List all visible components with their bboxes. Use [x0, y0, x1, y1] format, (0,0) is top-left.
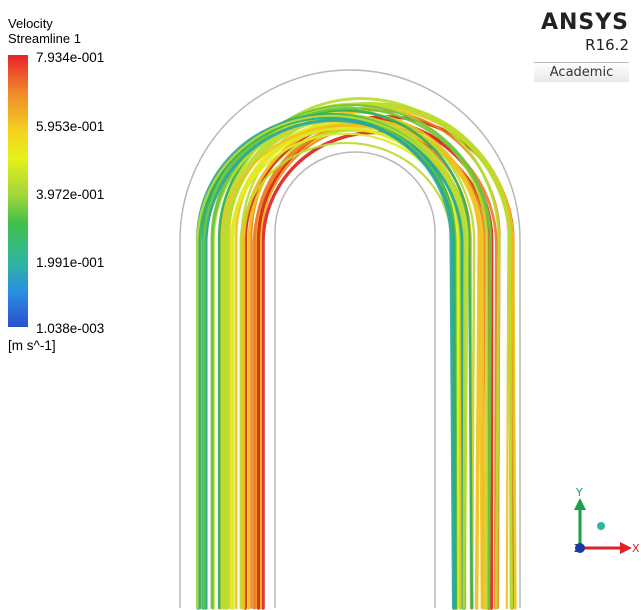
streamlines	[196, 97, 517, 610]
legend-subtitle: Streamline 1	[8, 31, 81, 46]
legend-color-bar	[8, 55, 28, 327]
brand-version: R16.2	[585, 36, 629, 54]
legend-variable: Velocity	[8, 16, 53, 31]
streamline	[217, 109, 473, 610]
ansys-branding: ANSYS R16.2 Academic	[509, 10, 629, 82]
legend-label-max: 7.934e-001	[36, 50, 105, 65]
z-axis-label: Z	[574, 542, 582, 555]
pipe-inner-wall	[274, 151, 436, 608]
streamline	[204, 118, 465, 610]
z-axis-marker	[575, 543, 585, 553]
x-axis-label: X	[632, 542, 640, 555]
legend-label-min: 1.038e-003	[36, 321, 105, 336]
brand-name: ANSYS	[540, 10, 629, 35]
streamline	[210, 104, 492, 610]
triad-dot	[597, 522, 605, 530]
streamline	[239, 141, 455, 610]
streamline	[211, 107, 492, 610]
license-badge: Academic	[534, 62, 629, 82]
y-axis-arrow	[574, 498, 586, 510]
streamline	[221, 97, 501, 610]
axis-triad: Y X Z	[574, 486, 640, 555]
pipe-outer-wall	[179, 69, 521, 608]
y-axis-label: Y	[575, 486, 583, 499]
legend-label-4: 1.991e-001	[36, 255, 105, 270]
streamline	[196, 114, 466, 610]
legend-label-3: 3.972e-001	[36, 187, 105, 202]
legend-label-2: 5.953e-001	[36, 119, 105, 134]
x-axis-arrow	[620, 542, 632, 554]
legend-unit: [m s^-1]	[8, 338, 56, 353]
legend-title: Velocity Streamline 1	[8, 16, 81, 46]
